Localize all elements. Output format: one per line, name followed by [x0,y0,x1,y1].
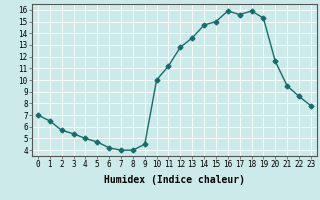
X-axis label: Humidex (Indice chaleur): Humidex (Indice chaleur) [104,175,245,185]
